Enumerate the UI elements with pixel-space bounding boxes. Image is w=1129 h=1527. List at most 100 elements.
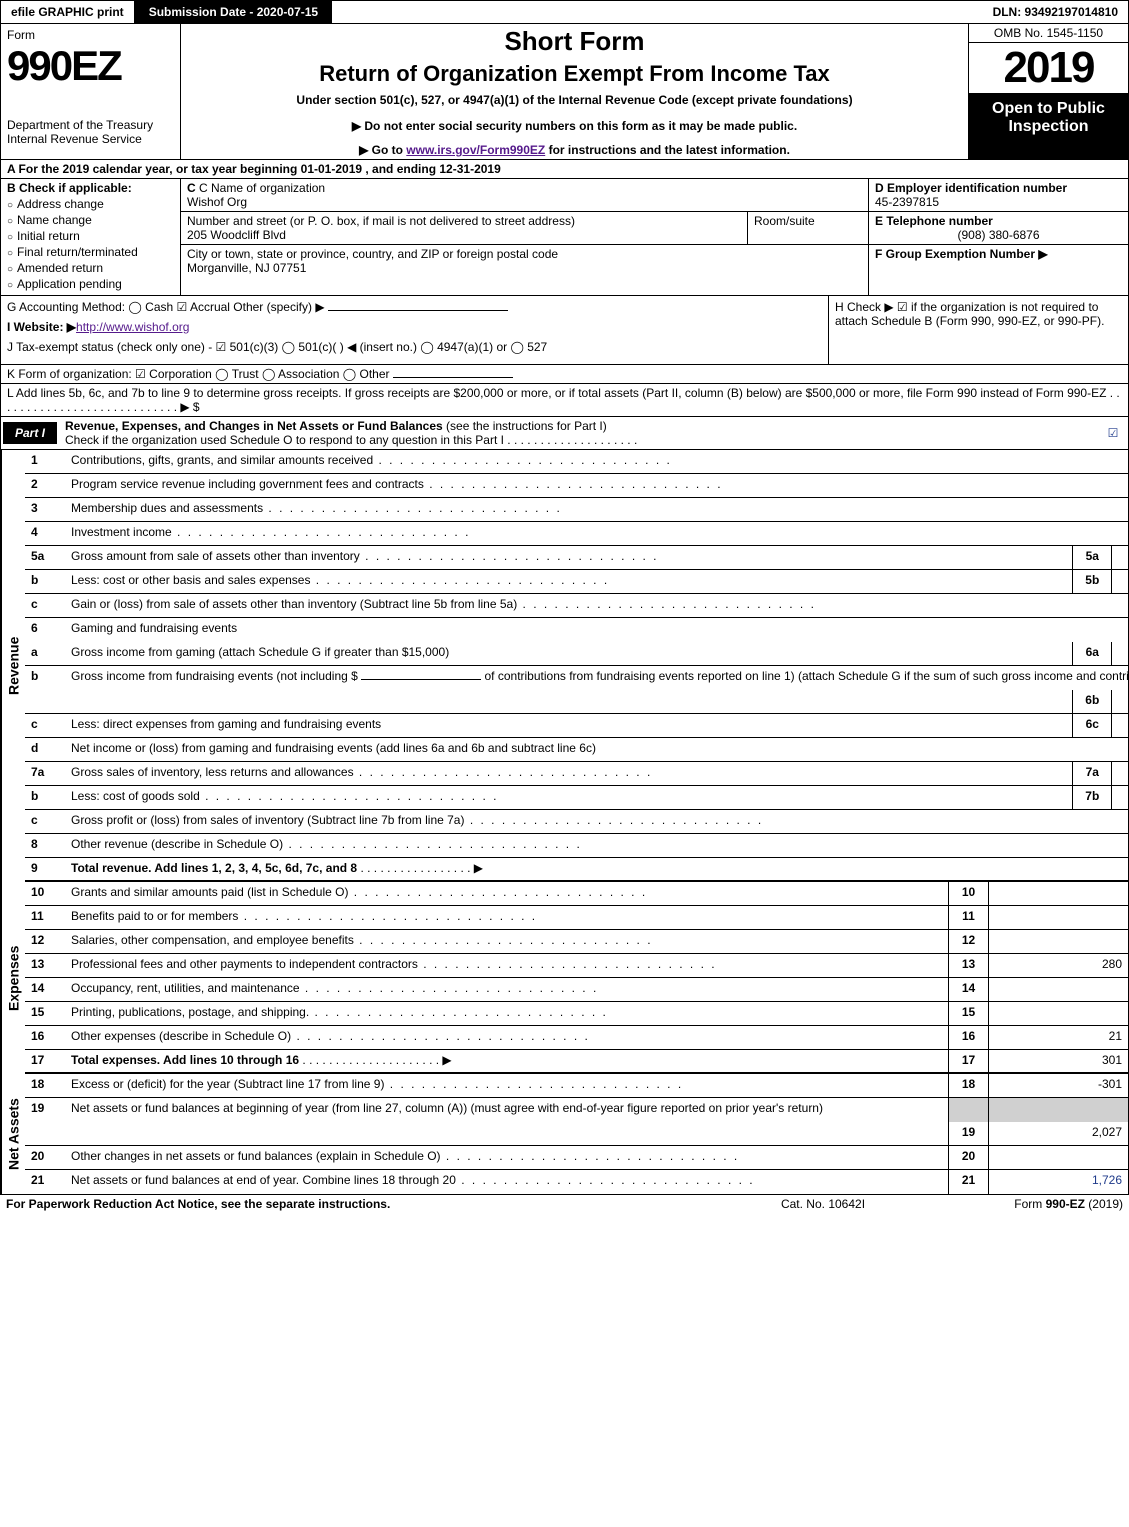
tax-year: 2019 — [969, 43, 1128, 94]
line-17: 17 Total expenses. Add lines 10 through … — [25, 1050, 1128, 1074]
short-form-title: Short Form — [187, 26, 962, 57]
revenue-section: Revenue 1 Contributions, gifts, grants, … — [0, 450, 1129, 882]
room-suite: Room/suite — [748, 212, 868, 244]
chk-final-return[interactable]: Final return/terminated — [7, 245, 174, 259]
website-label: I Website: ▶ — [7, 320, 76, 334]
line-6b-2: 6b 0 — [25, 690, 1129, 714]
line-2: 2 Program service revenue including gove… — [25, 474, 1129, 498]
ein-row: D Employer identification number 45-2397… — [869, 179, 1128, 212]
expenses-section: Expenses 10 Grants and similar amounts p… — [0, 882, 1129, 1074]
line-3: 3 Membership dues and assessments 3 0 — [25, 498, 1129, 522]
line-6d: d Net income or (loss) from gaming and f… — [25, 738, 1129, 762]
revenue-vlabel: Revenue — [1, 450, 25, 882]
line-5c: c Gain or (loss) from sale of assets oth… — [25, 594, 1129, 618]
net-assets-section: Net Assets 18 Excess or (deficit) for th… — [0, 1074, 1129, 1195]
revenue-rows: 1 Contributions, gifts, grants, and simi… — [25, 450, 1129, 882]
part-i-header: Part I Revenue, Expenses, and Changes in… — [0, 417, 1129, 450]
line-1: 1 Contributions, gifts, grants, and simi… — [25, 450, 1129, 474]
line-4: 4 Investment income 4 0 — [25, 522, 1129, 546]
line-19-2: 19 2,027 — [25, 1122, 1128, 1146]
line-14: 14 Occupancy, rent, utilities, and maint… — [25, 978, 1128, 1002]
line-9: 9 Total revenue. Add lines 1, 2, 3, 4, 5… — [25, 858, 1129, 882]
phone-label: E Telephone number — [875, 214, 1122, 228]
part-i-title: Revenue, Expenses, and Changes in Net As… — [59, 417, 1098, 449]
line-7a: 7a Gross sales of inventory, less return… — [25, 762, 1129, 786]
form-meta-block: OMB No. 1545-1150 2019 Open to Public In… — [968, 24, 1128, 159]
website-link[interactable]: http://www.wishof.org — [76, 320, 189, 334]
paperwork-notice: For Paperwork Reduction Act Notice, see … — [6, 1197, 723, 1211]
form-word: Form — [7, 28, 174, 42]
chk-initial-return[interactable]: Initial return — [7, 229, 174, 243]
accounting-method: G Accounting Method: ◯ Cash ☑ Accrual Ot… — [7, 300, 822, 314]
efile-print-button[interactable]: efile GRAPHIC print — [1, 1, 135, 23]
org-name-value: Wishof Org — [187, 195, 862, 209]
city-label: City or town, state or province, country… — [187, 247, 862, 261]
street-value: 205 Woodcliff Blvd — [187, 228, 741, 242]
line-21: 21 Net assets or fund balances at end of… — [25, 1170, 1128, 1194]
net-assets-vlabel: Net Assets — [1, 1074, 25, 1194]
ssn-warning: ▶ Do not enter social security numbers o… — [187, 119, 962, 133]
omb-number: OMB No. 1545-1150 — [969, 24, 1128, 43]
top-bar: efile GRAPHIC print Submission Date - 20… — [0, 0, 1129, 24]
return-title: Return of Organization Exempt From Incom… — [187, 61, 962, 87]
chk-name-change[interactable]: Name change — [7, 213, 174, 227]
city-value: Morganville, NJ 07751 — [187, 261, 862, 275]
line-11: 11 Benefits paid to or for members 11 — [25, 906, 1128, 930]
form-title-block: Short Form Return of Organization Exempt… — [181, 24, 968, 159]
chk-amended-return[interactable]: Amended return — [7, 261, 174, 275]
irs-link[interactable]: www.irs.gov/Form990EZ — [406, 143, 545, 157]
line-13: 13 Professional fees and other payments … — [25, 954, 1128, 978]
form-ref: Form 990-EZ (2019) — [923, 1197, 1123, 1211]
box-b-title: B Check if applicable: — [7, 181, 174, 195]
open-to-public: Open to Public Inspection — [969, 94, 1128, 159]
part-i-check-o: Check if the organization used Schedule … — [65, 433, 504, 447]
tax-exempt-status: J Tax-exempt status (check only one) - ☑… — [7, 340, 822, 354]
street-row: Number and street (or P. O. box, if mail… — [181, 212, 868, 245]
line-7c: c Gross profit or (loss) from sales of i… — [25, 810, 1129, 834]
gross-receipts-instruction: L Add lines 5b, 6c, and 7b to line 9 to … — [0, 384, 1129, 417]
line-20: 20 Other changes in net assets or fund b… — [25, 1146, 1128, 1170]
street-label: Number and street (or P. O. box, if mail… — [187, 214, 741, 228]
accounting-block: G Accounting Method: ◯ Cash ☑ Accrual Ot… — [0, 296, 1129, 365]
ein-label: D Employer identification number — [875, 181, 1122, 195]
chk-address-change[interactable]: Address change — [7, 197, 174, 211]
website-line: I Website: ▶http://www.wishof.org — [7, 320, 822, 334]
ein-value: 45-2397815 — [875, 195, 1122, 209]
net-assets-rows: 18 Excess or (deficit) for the year (Sub… — [25, 1074, 1128, 1194]
line-15: 15 Printing, publications, postage, and … — [25, 1002, 1128, 1026]
line-6c: c Less: direct expenses from gaming and … — [25, 714, 1129, 738]
under-section: Under section 501(c), 527, or 4947(a)(1)… — [187, 93, 962, 107]
phone-value: (908) 380-6876 — [875, 228, 1122, 242]
expenses-vlabel: Expenses — [1, 882, 25, 1074]
line-18: 18 Excess or (deficit) for the year (Sub… — [25, 1074, 1128, 1098]
line-6a: a Gross income from gaming (attach Sched… — [25, 642, 1129, 666]
city-row: City or town, state or province, country… — [181, 245, 868, 295]
org-name-label: C C Name of organization — [187, 181, 862, 195]
chk-application-pending[interactable]: Application pending — [7, 277, 174, 291]
page-footer: For Paperwork Reduction Act Notice, see … — [0, 1195, 1129, 1213]
line-19-1: 19 Net assets or fund balances at beginn… — [25, 1098, 1128, 1122]
submission-date: Submission Date - 2020-07-15 — [135, 1, 332, 23]
form-number: 990EZ — [7, 42, 174, 90]
form-header: Form 990EZ Department of the Treasury In… — [0, 24, 1129, 160]
form-of-organization: K Form of organization: ☑ Corporation ◯ … — [0, 365, 1129, 384]
ghij-left: G Accounting Method: ◯ Cash ☑ Accrual Ot… — [1, 296, 828, 364]
line-6: 6 Gaming and fundraising events — [25, 618, 1129, 642]
line-7b: b Less: cost of goods sold 7b 0 — [25, 786, 1129, 810]
catalog-number: Cat. No. 10642I — [723, 1197, 923, 1211]
row-a-tax-year: A For the 2019 calendar year, or tax yea… — [0, 160, 1129, 179]
box-d-ein: D Employer identification number 45-2397… — [868, 179, 1128, 295]
line-5a: 5a Gross amount from sale of assets othe… — [25, 546, 1129, 570]
part-i-label: Part I — [3, 422, 57, 444]
group-exemption-row: F Group Exemption Number ▶ — [869, 245, 1128, 295]
line-10: 10 Grants and similar amounts paid (list… — [25, 882, 1128, 906]
org-name-row: C C Name of organization Wishof Org — [181, 179, 868, 212]
schedule-b-check: H Check ▶ ☑ if the organization is not r… — [828, 296, 1128, 364]
dln-number: DLN: 93492197014810 — [983, 1, 1128, 23]
header-info-block: B Check if applicable: Address change Na… — [0, 179, 1129, 296]
box-c-org-info: C C Name of organization Wishof Org Numb… — [181, 179, 868, 295]
phone-row: E Telephone number (908) 380-6876 — [869, 212, 1128, 245]
box-b-checkboxes: B Check if applicable: Address change Na… — [1, 179, 181, 295]
form-number-block: Form 990EZ Department of the Treasury In… — [1, 24, 181, 159]
street-cell: Number and street (or P. O. box, if mail… — [181, 212, 748, 244]
